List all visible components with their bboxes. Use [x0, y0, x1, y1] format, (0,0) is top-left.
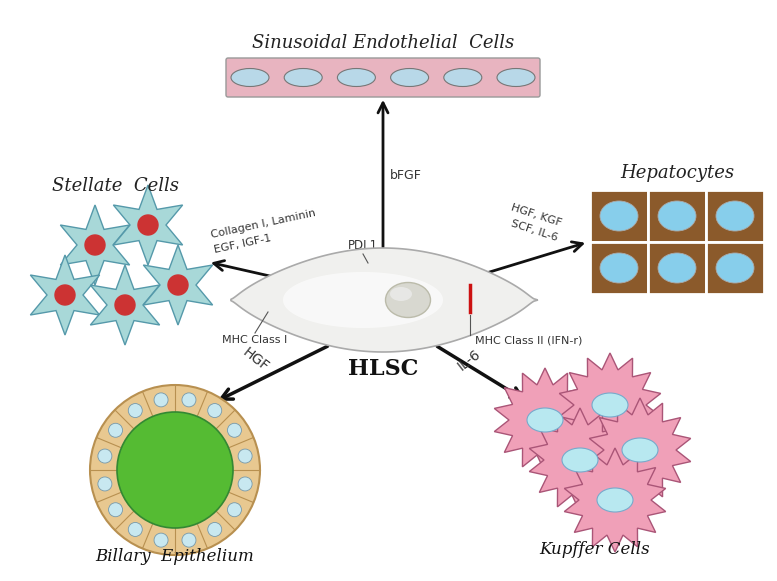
Ellipse shape [444, 69, 482, 87]
Ellipse shape [658, 253, 696, 283]
Bar [648, 190, 706, 242]
Circle shape [154, 533, 168, 547]
Circle shape [238, 449, 252, 463]
Circle shape [168, 275, 188, 295]
Circle shape [117, 412, 233, 528]
Circle shape [154, 393, 168, 407]
Circle shape [55, 285, 75, 305]
Ellipse shape [716, 253, 754, 283]
Circle shape [85, 235, 105, 255]
Circle shape [98, 477, 112, 491]
Text: PDL1: PDL1 [348, 239, 378, 252]
Circle shape [109, 503, 123, 517]
Circle shape [128, 404, 142, 418]
Circle shape [182, 533, 196, 547]
Text: EGF, IGF-1: EGF, IGF-1 [213, 233, 272, 255]
Ellipse shape [600, 201, 638, 231]
Ellipse shape [592, 393, 628, 417]
Ellipse shape [600, 253, 638, 283]
Polygon shape [494, 368, 596, 472]
Circle shape [238, 477, 252, 491]
Ellipse shape [390, 287, 412, 301]
Polygon shape [144, 245, 213, 325]
Ellipse shape [391, 69, 429, 87]
Ellipse shape [597, 488, 633, 512]
Circle shape [207, 522, 221, 536]
Circle shape [182, 393, 196, 407]
Ellipse shape [562, 448, 598, 472]
Circle shape [90, 385, 260, 555]
Polygon shape [90, 265, 159, 345]
Circle shape [207, 404, 221, 418]
Polygon shape [283, 272, 443, 328]
Bar [706, 190, 764, 242]
Text: bFGF: bFGF [390, 168, 422, 181]
Ellipse shape [622, 438, 658, 462]
Ellipse shape [658, 201, 696, 231]
Circle shape [138, 215, 158, 235]
Text: MHC Class I: MHC Class I [222, 335, 287, 345]
Bar [590, 242, 648, 294]
Circle shape [98, 449, 112, 463]
Polygon shape [231, 248, 538, 352]
Ellipse shape [527, 408, 563, 432]
Text: MHC Class II (IFN-r): MHC Class II (IFN-r) [475, 335, 583, 345]
Bar [648, 242, 706, 294]
Text: HGF: HGF [240, 346, 272, 375]
Text: HLSC: HLSC [348, 358, 418, 380]
Bar [706, 242, 764, 294]
Text: Stellate  Cells: Stellate Cells [51, 177, 179, 195]
Text: Hepatocytes: Hepatocytes [620, 164, 734, 182]
Polygon shape [30, 255, 99, 335]
Ellipse shape [716, 201, 754, 231]
Circle shape [128, 522, 142, 536]
Text: Billary  Epithelium: Billary Epithelium [96, 548, 254, 565]
Circle shape [115, 295, 135, 315]
Ellipse shape [337, 69, 375, 87]
FancyBboxPatch shape [226, 58, 540, 97]
Text: Kupffer Cells: Kupffer Cells [540, 541, 650, 558]
Circle shape [228, 424, 242, 437]
Circle shape [228, 503, 242, 517]
Polygon shape [559, 353, 660, 457]
Ellipse shape [385, 282, 430, 317]
Circle shape [109, 424, 123, 437]
Bar [590, 190, 648, 242]
Text: HGF, KGF: HGF, KGF [510, 202, 563, 228]
Polygon shape [589, 398, 691, 502]
Polygon shape [113, 185, 183, 265]
Text: Sinusoidal Endothelial  Cells: Sinusoidal Endothelial Cells [252, 34, 514, 52]
Text: SCF, IL-6: SCF, IL-6 [510, 218, 559, 243]
Polygon shape [564, 448, 666, 552]
Text: IL-6: IL-6 [455, 347, 483, 373]
Text: Collagen I, Laminin: Collagen I, Laminin [210, 208, 317, 240]
Polygon shape [529, 408, 631, 512]
Ellipse shape [231, 69, 269, 87]
Ellipse shape [284, 69, 322, 87]
Polygon shape [61, 205, 130, 285]
Ellipse shape [497, 69, 535, 87]
